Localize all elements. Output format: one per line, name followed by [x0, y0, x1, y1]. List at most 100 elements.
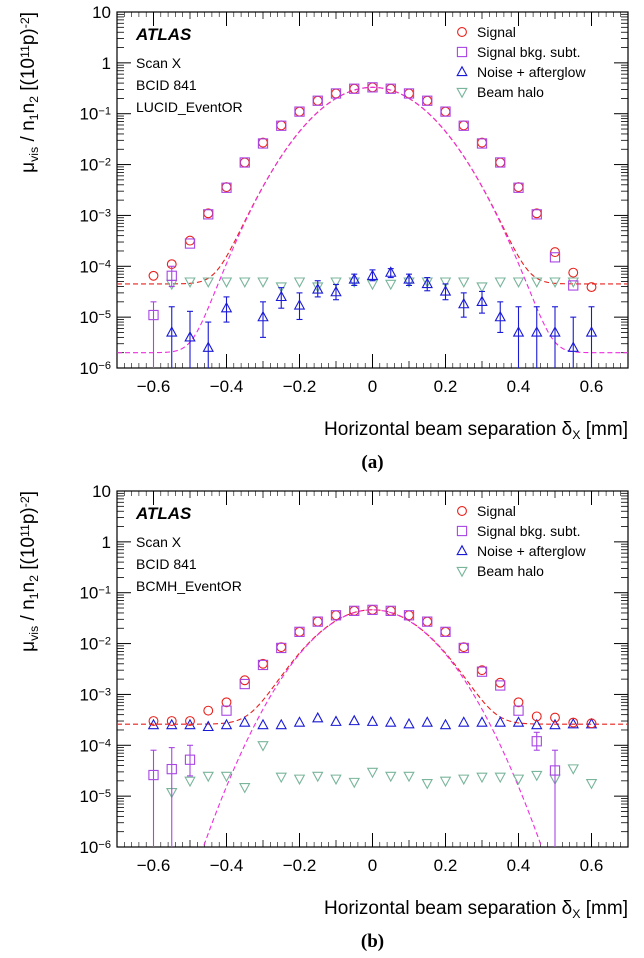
- noise-afterglow-point: [348, 714, 360, 726]
- legend-label: Signal bkg. subt.: [477, 523, 581, 539]
- noise-afterglow-point: [512, 716, 525, 727]
- signal-point: [239, 157, 250, 168]
- legend-label: Noise + afterglow: [477, 543, 586, 559]
- signal-bkg-subt-point: [184, 754, 196, 765]
- beam-halo-point: [439, 776, 452, 788]
- beam-halo-point: [385, 279, 397, 291]
- signal-point: [312, 616, 323, 627]
- signal-bkg-subt-point: [330, 610, 342, 621]
- noise-afterglow-point: [531, 718, 543, 730]
- beam-halo-point: [257, 277, 269, 288]
- signal-point: [203, 705, 214, 716]
- x-tick-label: 0.6: [580, 856, 604, 875]
- signal-bkg-subt-point: [476, 666, 488, 677]
- annotation-text: LUCID_EventOR: [136, 99, 243, 115]
- x-tick-label: 0.4: [507, 856, 531, 875]
- beam-halo-point: [476, 282, 488, 293]
- x-tick-label: −0.4: [210, 377, 244, 396]
- annotation-text: Scan X: [136, 534, 182, 550]
- y-tick-label: 10−6: [79, 838, 111, 857]
- noise-afterglow-point: [458, 716, 470, 727]
- signal-bkg-subt-point: [312, 95, 323, 106]
- beam-halo-point: [439, 277, 452, 288]
- noise-afterglow-point: [476, 716, 488, 727]
- noise-afterglow-point: [439, 718, 452, 730]
- signal-point: [586, 282, 597, 293]
- noise-afterglow-point: [202, 720, 214, 732]
- signal-point: [495, 677, 506, 688]
- noise-afterglow-point: [585, 326, 598, 337]
- signal-bkg-subt-point: [184, 238, 196, 249]
- signal-point: [404, 88, 414, 99]
- x-axis-title: Horizontal beam separation δX [mm]: [324, 898, 628, 921]
- beam-halo-point: [184, 776, 196, 788]
- signal-bkg-subt-point: [456, 525, 468, 537]
- x-tick-label: 0.4: [507, 377, 531, 396]
- beam-halo-point: [567, 764, 579, 775]
- signal-bkg-subt-point: [166, 270, 177, 281]
- beam-halo-point: [421, 779, 433, 790]
- y-tick-label: 10−3: [79, 206, 111, 225]
- signal-bkg-subt-point: [276, 120, 287, 131]
- noise-afterglow-point: [220, 301, 233, 313]
- signal-point: [440, 626, 451, 637]
- x-tick-label: 0: [368, 856, 377, 875]
- signal-point: [331, 88, 341, 99]
- y-tick-label: 10−6: [79, 359, 111, 378]
- x-tick-label: −0.6: [137, 377, 171, 396]
- signal-point: [185, 716, 195, 726]
- signal-point: [258, 137, 268, 148]
- beam-halo-point: [531, 277, 543, 288]
- noise-afterglow-point: [549, 326, 561, 337]
- signal-bkg-subt-point: [385, 605, 396, 616]
- legend-label: Beam halo: [477, 563, 544, 579]
- signal-bkg-subt-point: [221, 182, 232, 193]
- beam-halo-point: [531, 770, 543, 782]
- noise-afterglow-point: [166, 326, 178, 337]
- x-tick-label: −0.4: [210, 856, 244, 875]
- signal-bkg-subt-point: [276, 642, 287, 654]
- signal-bkg-subt-point: [513, 705, 524, 716]
- y-tick-label: 10−4: [79, 736, 111, 755]
- signal-point: [495, 157, 506, 168]
- annotation-text: BCID 841: [136, 77, 197, 93]
- legend-label: Signal: [477, 24, 516, 40]
- noise-afterglow-point: [312, 711, 324, 723]
- noise-afterglow-point: [147, 718, 160, 730]
- signal-bkg-subt-point: [257, 138, 269, 149]
- noise-afterglow-point: [385, 716, 397, 727]
- signal-point: [440, 106, 451, 117]
- noise-afterglow-point: [330, 715, 342, 726]
- signal-bkg-subt-point: [166, 763, 177, 775]
- beam-halo-point: [220, 771, 233, 783]
- signal-bkg-subt-point: [257, 659, 269, 671]
- y-tick-label: 10−1: [79, 584, 111, 603]
- data-layer: [117, 604, 628, 847]
- signal-bkg-subt-point: [422, 616, 433, 627]
- signal-point: [513, 182, 524, 193]
- fit-curve: [117, 86, 628, 354]
- y-tick-label: 10−2: [79, 156, 111, 175]
- signal-point: [312, 95, 323, 106]
- beam-halo-point: [512, 277, 525, 288]
- signal-point: [550, 247, 560, 258]
- signal-bkg-subt-point: [239, 157, 250, 168]
- x-tick-label: 0: [368, 377, 377, 396]
- beam-halo-point: [403, 771, 415, 783]
- fit-curve: [117, 609, 628, 725]
- beam-halo-point: [330, 277, 342, 288]
- chart-a: 10 1 10−1 10−2 10−3 10−4 10−5 10−6 −0.6 −0.4 −0.2 0…: [18, 3, 629, 473]
- noise-afterglow-point: [330, 285, 342, 297]
- beam-halo-point: [567, 277, 579, 288]
- noise-afterglow-point: [275, 290, 287, 302]
- signal-bkg-subt-point: [531, 736, 542, 747]
- noise-afterglow-point: [531, 326, 543, 337]
- noise-afterglow-point: [184, 331, 196, 342]
- signal-bkg-subt-point: [403, 88, 415, 99]
- noise-afterglow-point: [512, 326, 525, 337]
- x-tick-label: 0.2: [434, 377, 458, 396]
- signal-point: [166, 716, 177, 726]
- noise-afterglow-point: [202, 341, 214, 352]
- beam-halo-point: [366, 279, 379, 291]
- noise-afterglow-point: [494, 716, 506, 727]
